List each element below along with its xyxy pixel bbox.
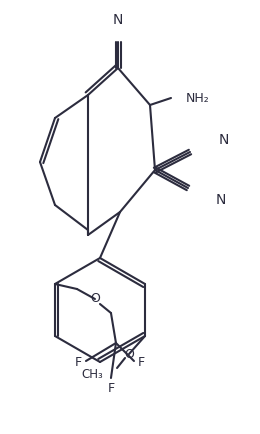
- Text: O: O: [90, 293, 100, 306]
- Text: F: F: [138, 356, 145, 369]
- Text: F: F: [75, 356, 82, 369]
- Text: N: N: [216, 193, 226, 207]
- Text: CH₃: CH₃: [81, 368, 103, 381]
- Text: NH₂: NH₂: [186, 92, 210, 105]
- Text: F: F: [107, 381, 114, 395]
- Text: O: O: [124, 348, 134, 361]
- Text: N: N: [219, 133, 229, 147]
- Text: N: N: [113, 13, 123, 27]
